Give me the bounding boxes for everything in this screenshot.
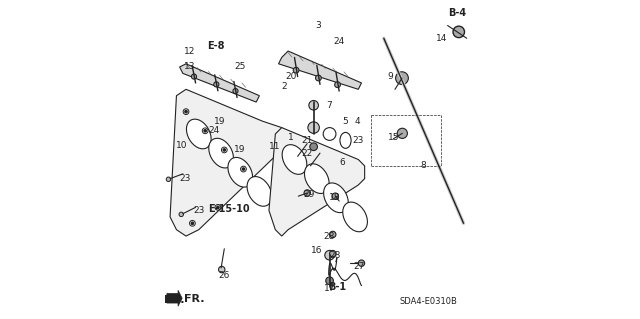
Circle shape xyxy=(191,74,196,79)
Text: 19: 19 xyxy=(214,117,225,126)
Circle shape xyxy=(308,122,319,133)
Text: E-8: E-8 xyxy=(207,41,225,51)
Circle shape xyxy=(309,100,319,110)
Ellipse shape xyxy=(305,164,329,194)
Circle shape xyxy=(316,75,321,81)
Text: 24: 24 xyxy=(209,126,220,135)
Circle shape xyxy=(223,149,225,151)
Polygon shape xyxy=(278,51,362,89)
Circle shape xyxy=(242,168,244,170)
Text: FR.: FR. xyxy=(184,294,205,304)
Circle shape xyxy=(324,250,334,260)
Circle shape xyxy=(335,82,340,88)
Ellipse shape xyxy=(186,119,211,149)
Text: 4: 4 xyxy=(355,117,360,126)
Text: 11: 11 xyxy=(269,142,280,151)
Circle shape xyxy=(214,82,219,87)
Text: 1: 1 xyxy=(288,133,294,142)
Text: 28: 28 xyxy=(323,232,334,241)
Text: 14: 14 xyxy=(436,34,447,43)
Circle shape xyxy=(217,206,219,209)
Text: 21: 21 xyxy=(301,136,313,145)
Circle shape xyxy=(332,193,339,199)
Ellipse shape xyxy=(247,176,272,206)
Text: 7: 7 xyxy=(326,101,332,110)
Ellipse shape xyxy=(209,138,234,168)
Text: 28: 28 xyxy=(330,251,340,260)
Text: 20: 20 xyxy=(285,72,296,81)
Polygon shape xyxy=(167,290,182,306)
Circle shape xyxy=(358,260,365,266)
Text: 18: 18 xyxy=(328,193,340,202)
Text: 29: 29 xyxy=(303,190,314,199)
Text: 12: 12 xyxy=(184,47,195,56)
Circle shape xyxy=(310,143,317,151)
Ellipse shape xyxy=(228,157,253,187)
Circle shape xyxy=(330,231,336,238)
Ellipse shape xyxy=(340,132,351,148)
Text: 5: 5 xyxy=(342,117,348,126)
Text: 19: 19 xyxy=(234,145,245,154)
Circle shape xyxy=(304,190,310,196)
Circle shape xyxy=(218,266,225,273)
Text: 24: 24 xyxy=(333,37,345,46)
Polygon shape xyxy=(170,89,288,236)
Circle shape xyxy=(166,177,171,182)
Text: 16: 16 xyxy=(311,246,323,255)
Ellipse shape xyxy=(323,128,336,140)
Circle shape xyxy=(179,212,184,217)
Circle shape xyxy=(293,67,299,73)
Circle shape xyxy=(396,72,408,85)
Text: 25: 25 xyxy=(234,63,245,71)
Text: 3: 3 xyxy=(316,21,321,30)
Circle shape xyxy=(233,89,238,94)
Text: B-1: B-1 xyxy=(328,282,347,292)
Circle shape xyxy=(326,277,333,285)
Text: FR.: FR. xyxy=(164,295,184,305)
Circle shape xyxy=(397,128,408,138)
Ellipse shape xyxy=(324,183,348,213)
Ellipse shape xyxy=(282,145,307,174)
Polygon shape xyxy=(180,64,259,102)
Text: 22: 22 xyxy=(301,149,312,158)
Text: 8: 8 xyxy=(421,161,426,170)
Text: 17: 17 xyxy=(324,284,335,293)
Text: B-4: B-4 xyxy=(448,8,466,18)
Text: 10: 10 xyxy=(175,141,187,150)
Text: 27: 27 xyxy=(353,262,365,271)
Text: E-15-10: E-15-10 xyxy=(208,204,250,214)
Text: 23: 23 xyxy=(180,174,191,183)
Text: 2: 2 xyxy=(282,82,287,91)
Text: 23: 23 xyxy=(353,136,364,145)
Text: 6: 6 xyxy=(339,158,345,167)
Text: 26: 26 xyxy=(219,271,230,280)
Text: 15: 15 xyxy=(388,133,399,142)
Ellipse shape xyxy=(343,202,367,232)
Circle shape xyxy=(453,26,465,38)
Polygon shape xyxy=(269,128,365,236)
Text: 9: 9 xyxy=(387,72,393,81)
Text: 13: 13 xyxy=(184,63,196,71)
Text: SDA4-E0310B: SDA4-E0310B xyxy=(399,297,458,306)
Circle shape xyxy=(204,130,207,132)
Text: 23: 23 xyxy=(193,206,204,215)
Circle shape xyxy=(330,250,336,257)
Circle shape xyxy=(185,110,188,113)
Circle shape xyxy=(191,222,194,225)
